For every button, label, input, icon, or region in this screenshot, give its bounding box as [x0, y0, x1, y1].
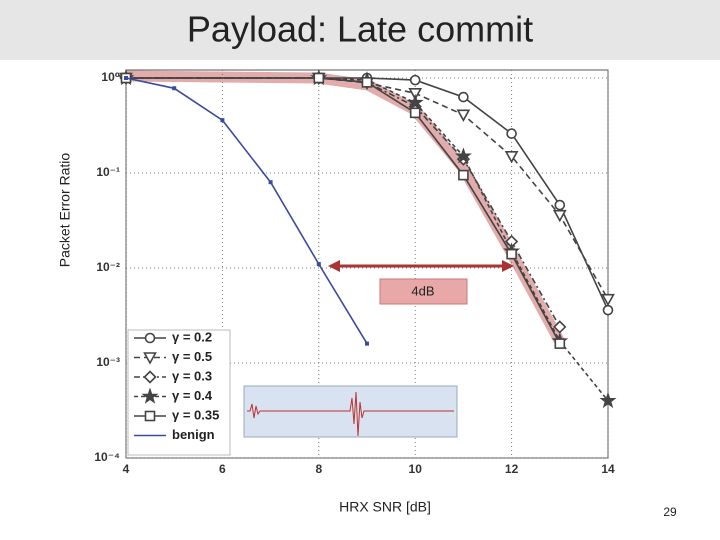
y-tick-label: 10⁻⁴	[94, 450, 120, 464]
y-axis-label: Packet Error Ratio	[57, 153, 73, 268]
annotation-box	[379, 278, 468, 305]
marker	[456, 109, 471, 122]
x-tick-label: 4	[123, 462, 130, 476]
marker	[143, 370, 157, 384]
marker	[458, 91, 469, 103]
marker	[409, 74, 421, 86]
x-tick-label: 12	[505, 462, 519, 476]
marker	[268, 180, 273, 185]
y-tick-label: 10⁰	[101, 70, 120, 84]
legend-label: benign	[172, 427, 215, 442]
marker	[143, 352, 157, 365]
legend-label: γ = 0.4	[172, 388, 213, 403]
y-tick-label: 10⁻³	[96, 355, 120, 369]
marker	[316, 262, 321, 267]
marker	[313, 72, 325, 84]
x-axis-label: HRX SNR [dB]	[339, 499, 431, 515]
legend-label: γ = 0.35	[172, 407, 219, 422]
series-line	[126, 77, 609, 402]
slide-title: Payload: Late commit	[187, 9, 533, 50]
marker	[506, 248, 517, 260]
annotation: 4dB	[411, 283, 434, 298]
arrow	[328, 260, 514, 272]
marker	[124, 76, 128, 80]
marker	[601, 293, 615, 307]
marker	[361, 77, 373, 88]
inset	[243, 385, 458, 438]
marker	[554, 338, 566, 349]
legend	[127, 329, 231, 456]
marker	[552, 209, 567, 223]
legend-label: γ = 0.5	[172, 349, 212, 364]
marker	[409, 107, 421, 119]
marker	[504, 150, 519, 164]
marker	[554, 199, 566, 211]
legend-label: γ = 0.2	[172, 329, 212, 344]
series-line	[125, 77, 368, 345]
y-tick-label: 10⁻²	[96, 260, 120, 274]
marker	[406, 93, 424, 110]
y-tick-label: 10⁻¹	[96, 165, 120, 179]
marker	[602, 304, 614, 316]
marker	[506, 128, 517, 139]
marker	[220, 118, 225, 123]
x-tick-label: 6	[219, 462, 226, 476]
x-tick-label: 14	[601, 462, 615, 476]
marker	[144, 410, 156, 422]
x-tick-label: 8	[315, 462, 322, 476]
title-bar	[0, 0, 720, 60]
marker	[454, 147, 472, 164]
marker	[141, 387, 159, 404]
x-tick-label: 10	[409, 462, 423, 476]
marker	[458, 169, 469, 181]
marker	[172, 86, 177, 91]
slide-number: 29	[663, 505, 677, 519]
legend-label: γ = 0.3	[172, 368, 212, 383]
marker	[365, 341, 369, 346]
marker	[599, 391, 617, 409]
marker	[144, 332, 156, 344]
